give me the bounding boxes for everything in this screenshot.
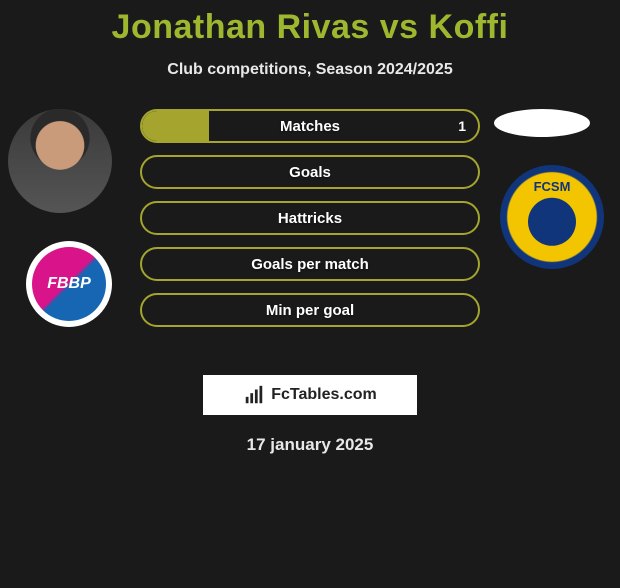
- player-left-photo: [8, 109, 112, 213]
- lion-icon: [528, 198, 576, 246]
- club-badge-left: FBBP: [26, 241, 112, 327]
- stat-label: Goals per match: [251, 256, 369, 273]
- stat-label: Goals: [289, 164, 331, 181]
- stat-fill-left: [142, 111, 209, 141]
- comparison-area: FBBP FCSM Matches 1 Goals Hattricks Goals pe…: [0, 109, 620, 369]
- stat-row: Hattricks: [140, 201, 480, 235]
- player-right-photo: [494, 109, 590, 137]
- watermark-text: FcTables.com: [271, 386, 377, 404]
- page-title: Jonathan Rivas vs Koffi: [0, 8, 620, 47]
- club-badge-right: FCSM: [500, 165, 604, 269]
- stat-row: Matches 1: [140, 109, 480, 143]
- date-text: 17 january 2025: [0, 435, 620, 455]
- stat-row: Min per goal: [140, 293, 480, 327]
- stat-label: Matches: [280, 118, 340, 135]
- stat-row: Goals: [140, 155, 480, 189]
- stat-value-right: 1: [458, 118, 466, 134]
- stat-label: Min per goal: [266, 302, 354, 319]
- club-badge-right-label: FCSM: [500, 179, 604, 194]
- subtitle: Club competitions, Season 2024/2025: [0, 61, 620, 79]
- watermark: FcTables.com: [203, 375, 417, 415]
- chart-icon: [243, 384, 265, 406]
- avatar-placeholder-icon: [8, 109, 112, 213]
- stat-label: Hattricks: [278, 210, 342, 227]
- stat-row: Goals per match: [140, 247, 480, 281]
- club-badge-left-label: FBBP: [32, 247, 106, 321]
- stat-rows: Matches 1 Goals Hattricks Goals per match Min…: [140, 109, 480, 339]
